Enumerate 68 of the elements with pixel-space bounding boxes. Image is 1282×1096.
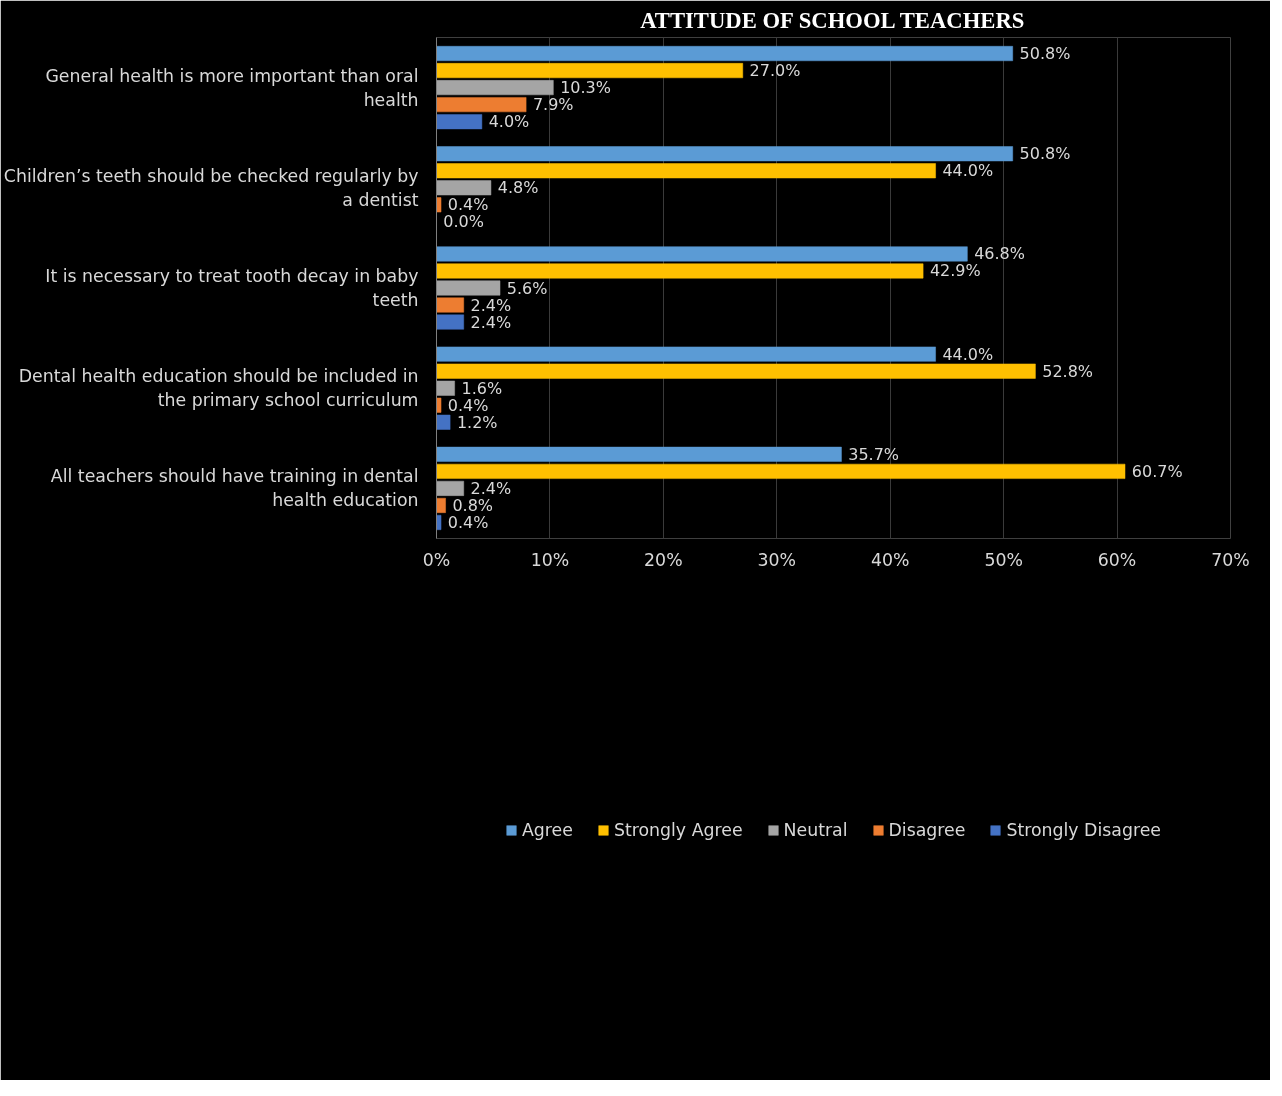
data-label: 27.0% xyxy=(749,61,801,81)
data-label: 2.4% xyxy=(470,295,512,315)
data-label: 2.4% xyxy=(470,312,512,332)
bar xyxy=(436,46,1013,62)
data-label: 0.4% xyxy=(447,512,489,532)
y-tick-label: All teachers should have training in dental health education xyxy=(50,466,419,511)
legend-label: Disagree xyxy=(888,820,966,840)
data-label: 60.7% xyxy=(1131,461,1183,481)
x-tick-label: 0% xyxy=(422,549,451,570)
bar xyxy=(436,280,501,296)
data-label: 4.0% xyxy=(488,112,530,132)
bar xyxy=(436,263,924,279)
data-label: 2.4% xyxy=(470,478,512,498)
data-label: 0.4% xyxy=(447,195,489,215)
data-label: 50.8% xyxy=(1019,44,1071,64)
bar xyxy=(436,480,464,496)
y-tick-label: Children’s teeth should be checked regularly by a dentist xyxy=(3,165,419,210)
data-label: 44.0% xyxy=(942,344,994,364)
y-tick-label: Dental health education should be included in the primary school curriculum xyxy=(18,366,419,411)
bar xyxy=(436,397,442,413)
data-label: 35.7% xyxy=(848,444,900,464)
bar xyxy=(436,463,1126,479)
data-label: 1.6% xyxy=(461,378,503,398)
data-label: 46.8% xyxy=(974,244,1025,264)
chart-title: ATTITUDE OF SCHOOL TEACHERS xyxy=(640,7,1025,33)
x-tick-label: 10% xyxy=(530,549,570,570)
bar xyxy=(436,80,554,96)
legend-label: Agree xyxy=(522,820,573,840)
data-label: 4.8% xyxy=(497,178,539,198)
bar xyxy=(436,114,483,130)
x-tick-label: 40% xyxy=(870,549,910,570)
data-label: 0.8% xyxy=(452,495,494,515)
x-tick-label: 20% xyxy=(644,549,683,570)
bar xyxy=(436,146,1013,162)
x-tick-label: 70% xyxy=(1211,549,1250,570)
bar xyxy=(436,297,464,313)
data-label: 0.0% xyxy=(443,212,484,232)
legend-label: Strongly Agree xyxy=(613,820,743,840)
y-tick-label: It is necessary to treat tooth decay in baby teeth xyxy=(45,266,419,310)
bar xyxy=(436,63,744,79)
bar xyxy=(436,414,451,430)
data-label: 44.0% xyxy=(942,161,994,181)
data-label: 42.9% xyxy=(929,261,981,281)
bar xyxy=(436,97,527,113)
bar xyxy=(436,314,464,330)
bar xyxy=(436,497,446,513)
bar xyxy=(436,197,442,213)
y-tick-label: General health is more important than oral health xyxy=(45,65,419,110)
x-tick-label: 60% xyxy=(1097,549,1137,570)
data-label: 52.8% xyxy=(1042,361,1094,381)
legend-label: Strongly Disagree xyxy=(1006,820,1161,840)
bar xyxy=(436,180,492,196)
data-label: 0.4% xyxy=(447,395,489,415)
data-label: 5.6% xyxy=(506,278,548,298)
bar xyxy=(436,380,455,396)
bar xyxy=(436,163,936,179)
bar xyxy=(436,446,842,462)
data-label: 1.2% xyxy=(456,412,498,432)
bar xyxy=(436,346,936,362)
bar xyxy=(436,246,968,262)
data-label: 50.8% xyxy=(1019,144,1071,164)
legend-label: Neutral xyxy=(783,820,848,840)
bar xyxy=(436,363,1036,379)
data-label: 10.3% xyxy=(560,78,611,98)
x-tick-label: 30% xyxy=(757,549,797,570)
x-tick-label: 50% xyxy=(984,549,1023,570)
data-label: 7.9% xyxy=(532,95,574,115)
bar xyxy=(436,514,442,530)
